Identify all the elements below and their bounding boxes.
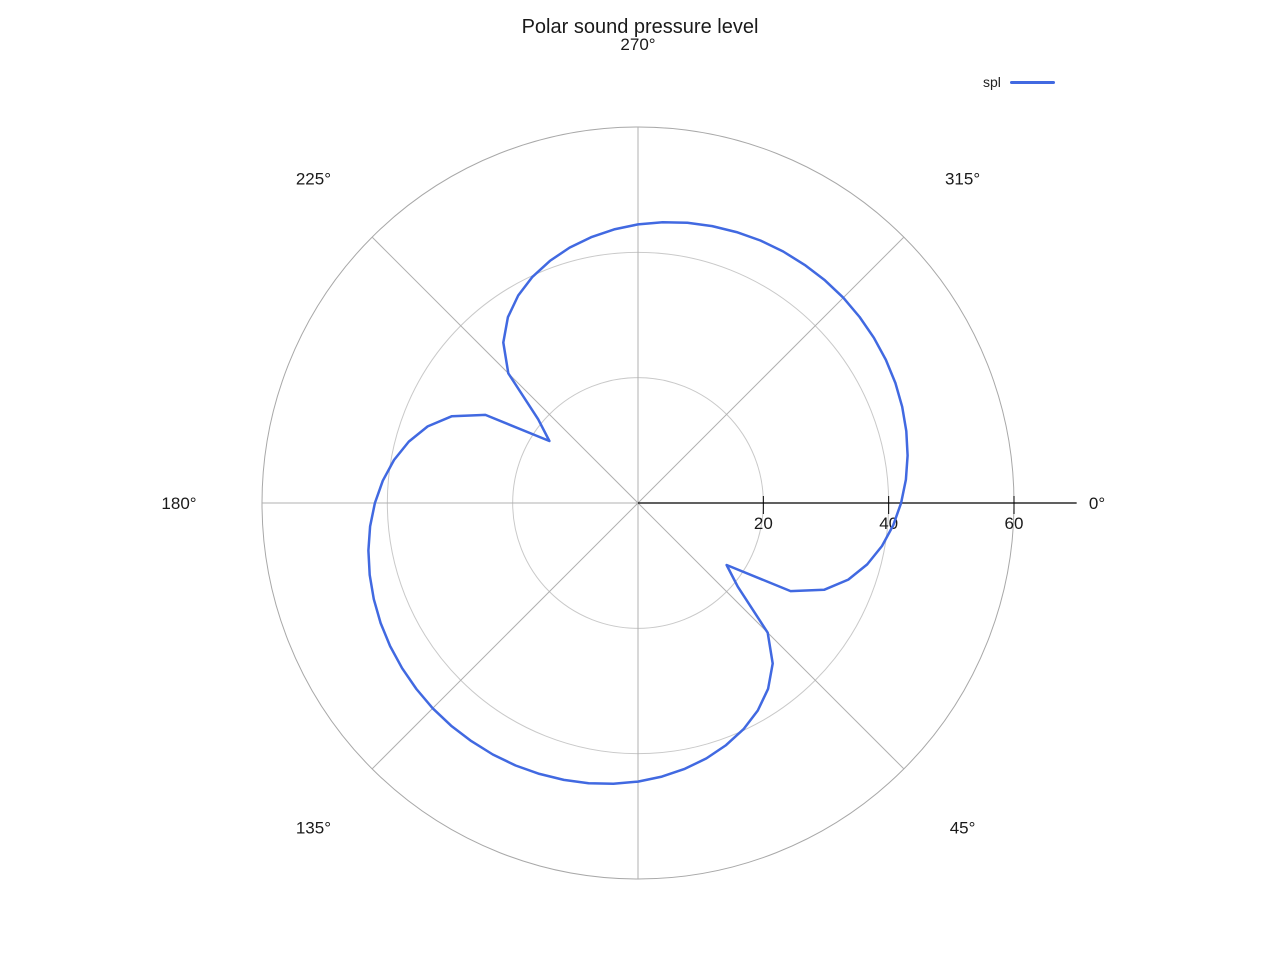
legend-line-swatch xyxy=(1009,80,1055,84)
grid-spoke xyxy=(637,236,905,504)
radial-tick-label: 60 xyxy=(1005,514,1024,533)
angle-label: 135° xyxy=(296,819,331,838)
angle-label: 45° xyxy=(950,819,976,838)
legend-item-spl[interactable]: spl xyxy=(983,74,1055,90)
grid-spoke xyxy=(371,236,639,504)
angle-label: 225° xyxy=(296,169,331,188)
grid-spoke xyxy=(371,502,639,770)
chart-title: Polar sound pressure level xyxy=(521,16,759,38)
angle-label: 315° xyxy=(945,169,980,188)
angle-label: 270° xyxy=(620,35,655,54)
radial-tick-label: 40 xyxy=(879,514,898,533)
angle-label: 0° xyxy=(1089,494,1105,513)
legend-series-label: spl xyxy=(983,74,1001,90)
angle-label: 180° xyxy=(161,494,196,513)
spl-curve xyxy=(367,221,909,785)
radial-tick-label: 20 xyxy=(754,514,773,533)
grid-spoke xyxy=(637,502,905,770)
